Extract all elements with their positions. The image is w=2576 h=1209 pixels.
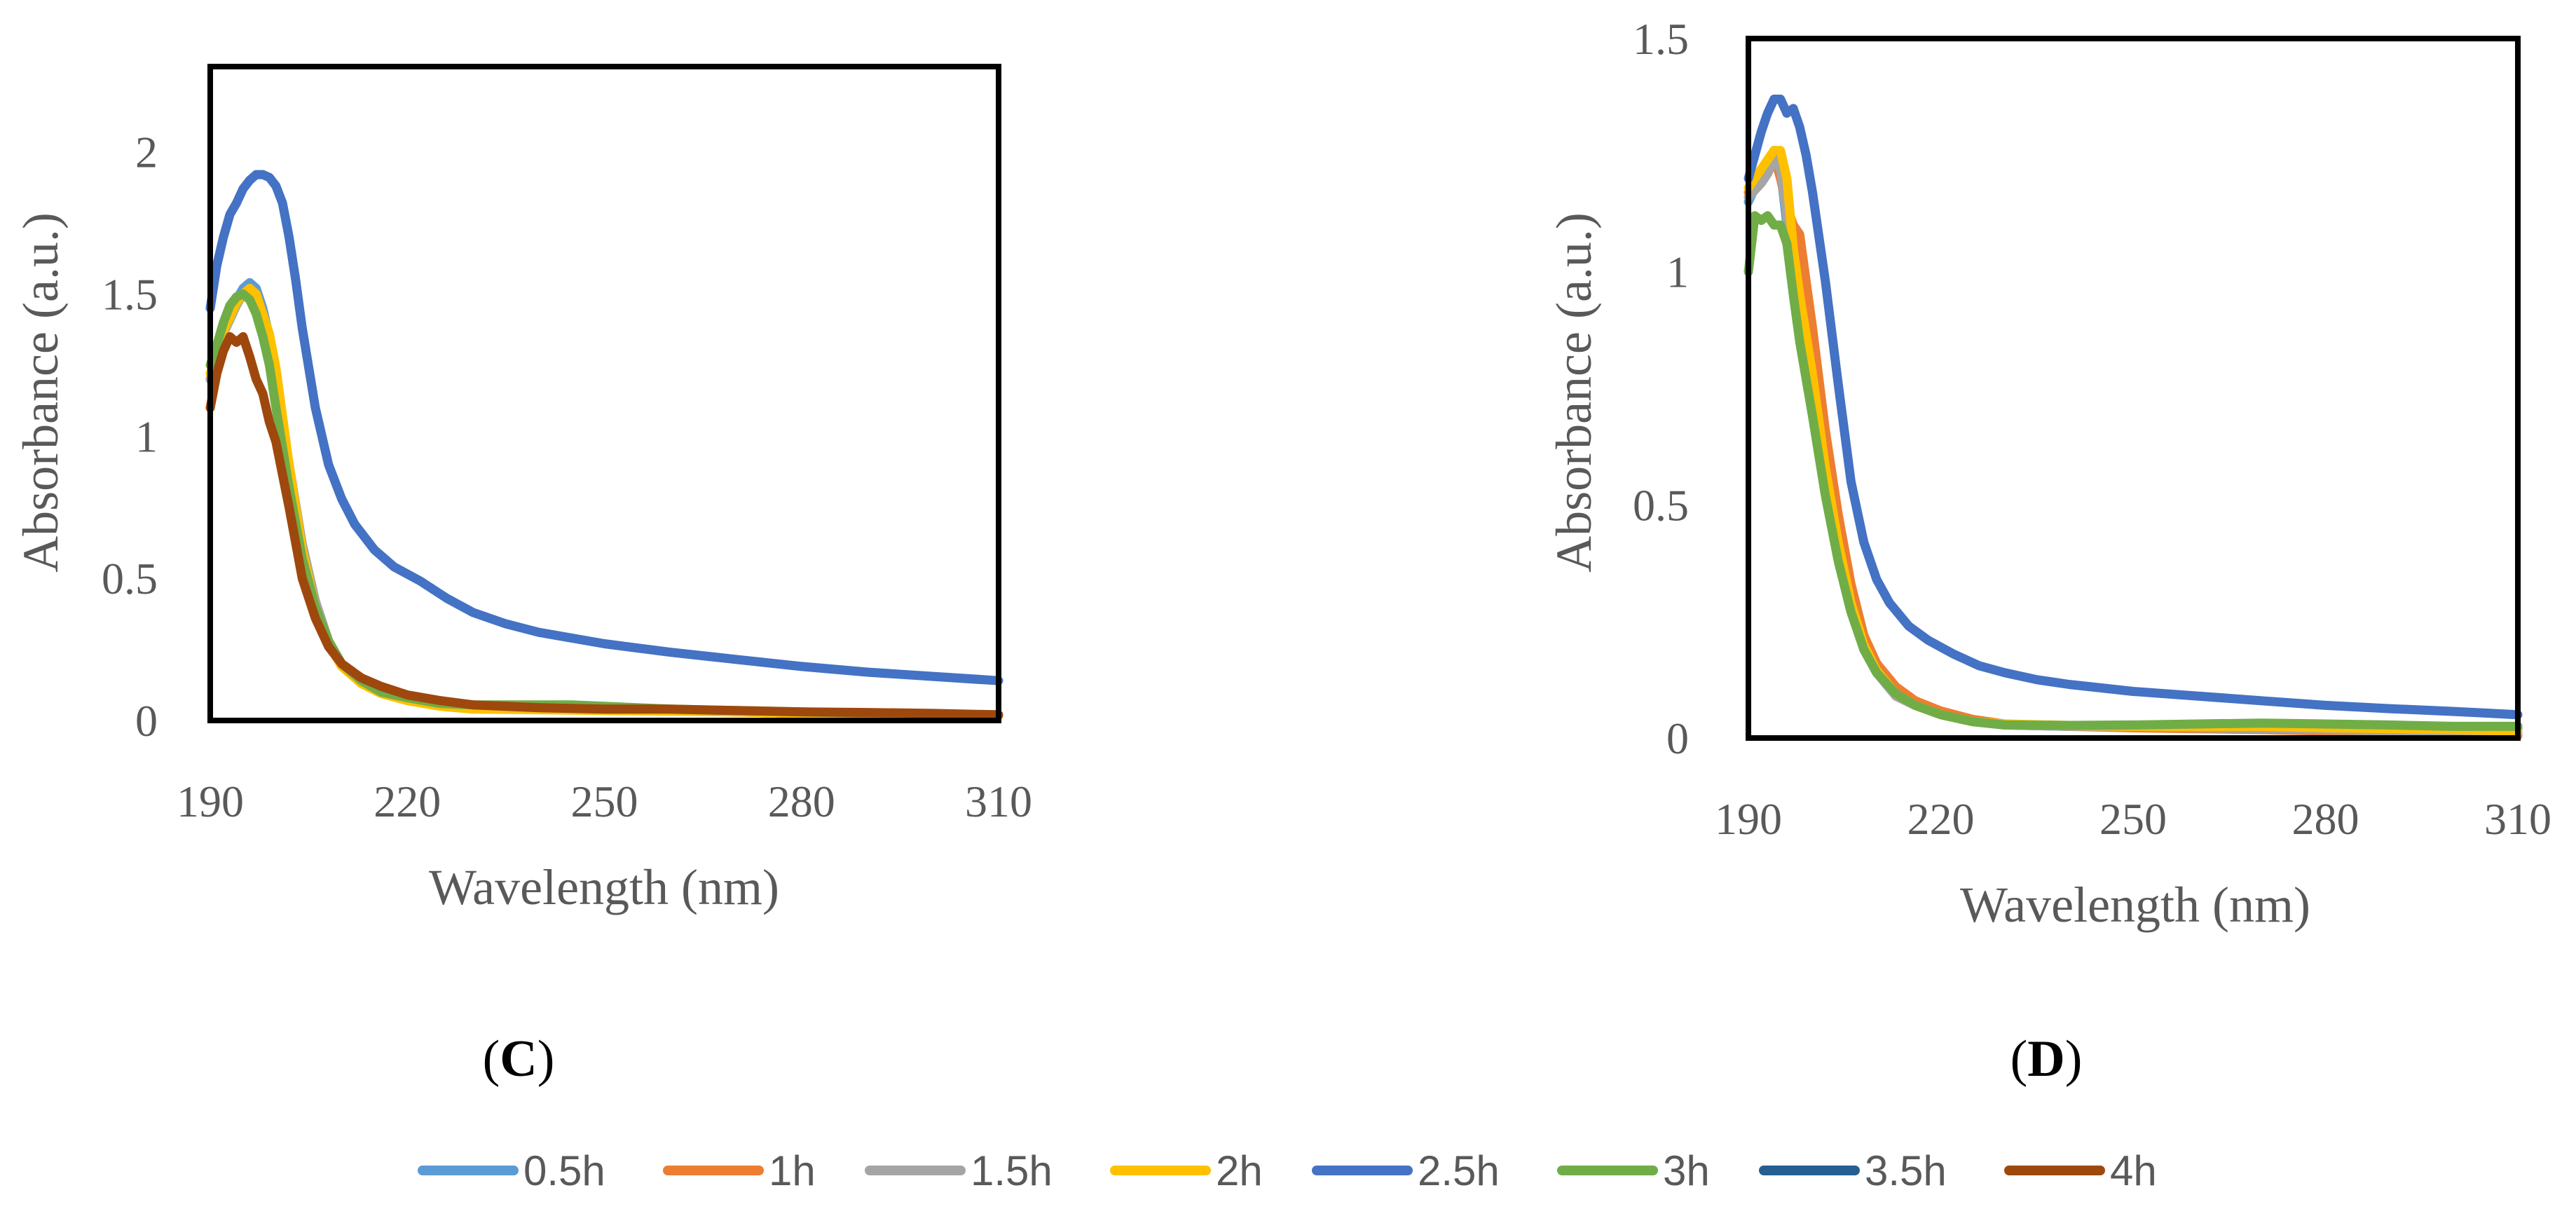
- panel-d-series: [1743, 95, 2523, 741]
- panel-c-y-axis-title: Absorbance (a.u.): [13, 212, 69, 573]
- panel-d-y-tick-label: 1: [1666, 247, 1689, 297]
- panel-c-series-4h: [205, 332, 1003, 720]
- legend-label: 2.5h: [1418, 1147, 1500, 1194]
- legend-item: 2.5h: [1312, 1147, 1500, 1194]
- panel-c-y-tick-label: 1: [135, 411, 158, 461]
- panel-d-y-ticks: 0 0.5 1 1.5: [1633, 14, 1689, 763]
- legend-item: 0.5h: [418, 1147, 605, 1194]
- panel-c-x-tick-label: 190: [177, 777, 244, 826]
- panel-c-y-tick-label: 1.5: [102, 270, 158, 320]
- panel-c-y-tick-label: 0: [135, 696, 158, 746]
- panel-c-series-2_5h: [205, 170, 1003, 685]
- panel-d-y-tick-label: 0: [1666, 713, 1689, 763]
- panel-c-y-ticks: 0 0.5 1 1.5 2: [102, 128, 158, 746]
- panel-d-label: (D): [2010, 1030, 2083, 1088]
- panel-c-label-letter: C: [500, 1030, 537, 1088]
- legend-label: 3h: [1663, 1147, 1710, 1194]
- panel-c-chart: 0 0.5 1 1.5 2 190 220 250 280 310 Wavelength (nm…: [13, 64, 1032, 1088]
- panel-d-y-tick-label: 0.5: [1633, 480, 1689, 530]
- legend-item: 1h: [663, 1147, 816, 1194]
- legend: 0.5h 1h 1.5h 2h 2.5h 3h 3.5h 4h: [418, 1147, 2157, 1194]
- legend-item: 4h: [2004, 1147, 2157, 1194]
- panel-c-plot-frame: [207, 64, 1001, 723]
- panel-c-x-axis-title: Wavelength (nm): [429, 859, 779, 915]
- panel-c-x-tick-label: 310: [965, 777, 1032, 826]
- legend-label: 4h: [2110, 1147, 2157, 1194]
- panel-d-plot-frame: [1746, 36, 2521, 741]
- legend-item: 2h: [1110, 1147, 1263, 1194]
- legend-item: 3.5h: [1759, 1147, 1947, 1194]
- legend-item: 3h: [1557, 1147, 1710, 1194]
- panel-c-y-tick-label: 0.5: [102, 554, 158, 603]
- panel-c-x-tick-label: 280: [768, 777, 835, 826]
- panel-c-y-tick-label: 2: [135, 128, 158, 177]
- legend-label: 2h: [1216, 1147, 1263, 1194]
- panel-d-y-axis-title: Absorbance (a.u.): [1546, 212, 1602, 573]
- panel-d-series-3h: [1743, 211, 2523, 731]
- panel-d-x-tick-label: 220: [1907, 794, 1975, 844]
- panel-d-x-tick-label: 190: [1715, 794, 1782, 844]
- panel-c-x-tick-label: 250: [571, 777, 638, 826]
- legend-label: 3.5h: [1865, 1147, 1947, 1194]
- panel-d-series-2_5h: [1743, 95, 2523, 720]
- panel-c-x-tick-label: 220: [374, 777, 441, 826]
- panel-d-x-ticks: 190 220 250 280 310: [1715, 794, 2551, 844]
- panel-c-label: (C): [483, 1030, 555, 1088]
- legend-label: 1.5h: [971, 1147, 1053, 1194]
- legend-item: 1.5h: [865, 1147, 1053, 1194]
- panel-d-label-letter: D: [2027, 1030, 2064, 1088]
- panel-c-x-ticks: 190 220 250 280 310: [177, 777, 1032, 826]
- panel-d-chart: 0 0.5 1 1.5 190 220 250 280 310 Wavelength (nm)…: [1546, 14, 2551, 1088]
- panel-c-series: [205, 170, 1003, 720]
- panel-d-y-tick-label: 1.5: [1633, 14, 1689, 64]
- panel-d-x-axis-title: Wavelength (nm): [1960, 877, 2310, 933]
- legend-label: 1h: [769, 1147, 816, 1194]
- panel-d-x-tick-label: 310: [2484, 794, 2551, 844]
- panel-d-x-tick-label: 280: [2292, 794, 2359, 844]
- legend-label: 0.5h: [523, 1147, 605, 1194]
- panel-d-x-tick-label: 250: [2099, 794, 2167, 844]
